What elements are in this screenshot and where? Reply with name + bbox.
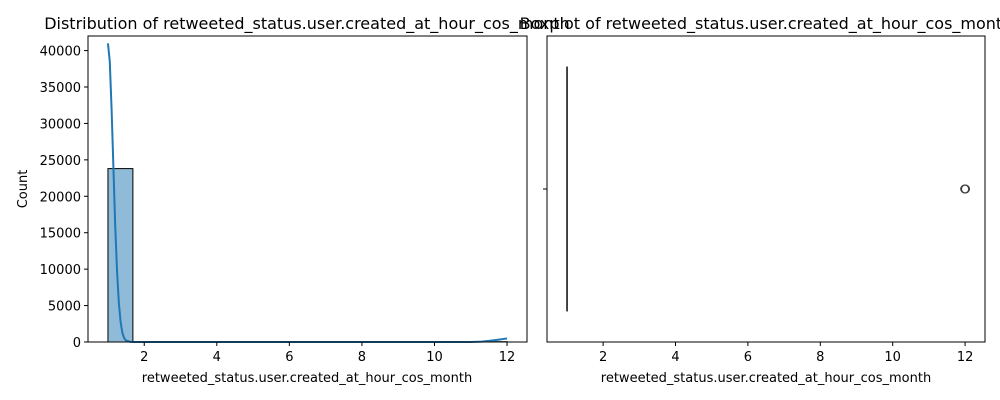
x-tick-label: 10 xyxy=(884,350,901,365)
boxplot-title: Boxplot of retweeted_status.user.created… xyxy=(520,14,1000,34)
histogram-x-axis-label: retweeted_status.user.created_at_hour_co… xyxy=(142,371,472,386)
boxplot-x-axis-label: retweeted_status.user.created_at_hour_co… xyxy=(601,371,931,386)
kde-curve xyxy=(106,43,508,343)
x-tick-label: 4 xyxy=(671,350,679,365)
y-tick-label: 15000 xyxy=(40,227,81,242)
histogram-bars xyxy=(107,168,508,343)
histogram-frame xyxy=(87,35,528,343)
histogram-chart: Distribution of retweeted_status.user.cr… xyxy=(16,14,570,386)
y-tick-label: 20000 xyxy=(40,190,81,205)
x-axis-ticks: 2 4 6 8 10 12 xyxy=(599,342,973,365)
y-tick-label: 10000 xyxy=(40,263,81,278)
boxplot-frame xyxy=(546,35,986,343)
x-tick-label: 12 xyxy=(957,350,974,365)
y-tick-label: 40000 xyxy=(40,45,81,60)
histogram-y-axis-label: Count xyxy=(16,170,31,209)
x-tick-label: 6 xyxy=(744,350,752,365)
x-axis-ticks: 2 4 6 8 10 12 xyxy=(140,342,515,365)
x-tick-label: 8 xyxy=(816,350,824,365)
outlier-point xyxy=(961,184,971,194)
x-tick-label: 6 xyxy=(285,350,293,365)
y-tick-label: 0 xyxy=(73,336,81,351)
y-tick-label: 35000 xyxy=(40,81,81,96)
x-tick-label: 2 xyxy=(599,350,607,365)
x-tick-label: 2 xyxy=(140,350,148,365)
histogram-title: Distribution of retweeted_status.user.cr… xyxy=(44,14,570,34)
x-tick-label: 10 xyxy=(426,350,443,365)
y-tick-label: 30000 xyxy=(40,117,81,132)
y-axis-ticks: 0 5000 10000 15000 20000 25000 30000 35000 40000 xyxy=(40,45,88,351)
x-tick-label: 4 xyxy=(213,350,221,365)
y-tick-label: 5000 xyxy=(48,300,81,315)
x-tick-label: 8 xyxy=(358,350,366,365)
boxplot-marks xyxy=(566,66,971,312)
x-tick-label: 12 xyxy=(499,350,516,365)
boxplot-chart: Boxplot of retweeted_status.user.created… xyxy=(520,14,1000,386)
y-tick-label: 25000 xyxy=(40,154,81,169)
